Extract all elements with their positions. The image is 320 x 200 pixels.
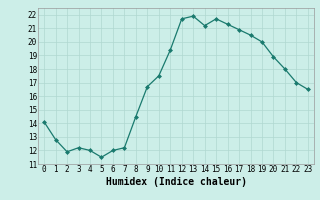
X-axis label: Humidex (Indice chaleur): Humidex (Indice chaleur)	[106, 177, 246, 187]
